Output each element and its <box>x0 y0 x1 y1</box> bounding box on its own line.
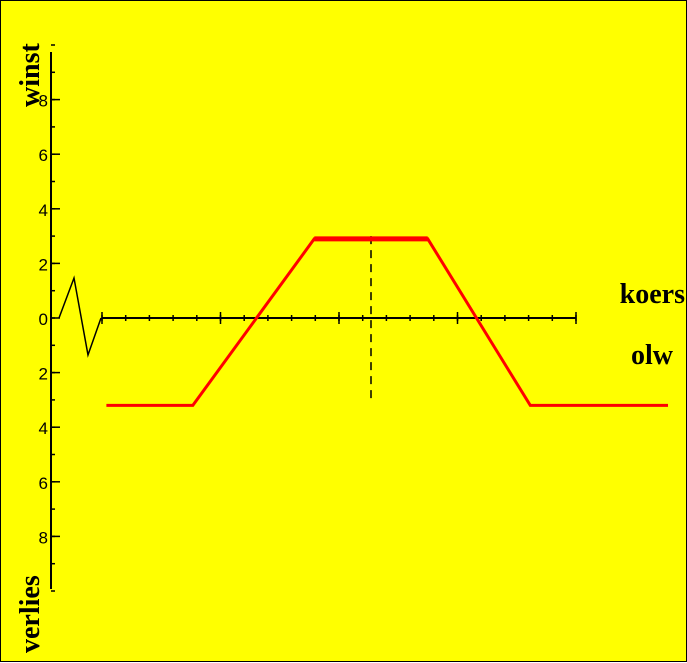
y-tick-label: 4 <box>39 419 48 438</box>
y-tick-label: 2 <box>39 255 48 274</box>
y-axis-label-bottom: verlies <box>15 575 46 653</box>
y-tick-label: 0 <box>39 310 48 329</box>
y-axis-label-top: winst <box>15 43 46 107</box>
y-tick-label: 6 <box>39 146 48 165</box>
y-tick-label: 4 <box>39 201 48 220</box>
x-axis-label-below: olw <box>631 340 674 371</box>
y-tick-label: 8 <box>39 528 48 547</box>
axis-break-symbol <box>58 275 102 358</box>
x-axis <box>101 312 577 324</box>
y-tick-label: 6 <box>39 474 48 493</box>
y-axis: 8 6 4 2 0 2 4 6 8 <box>39 44 60 592</box>
x-axis-label: koers <box>620 279 685 310</box>
series-lines <box>106 236 668 407</box>
axis-break-zigzag <box>58 275 102 358</box>
y-tick-label: 2 <box>39 365 48 384</box>
y-tick-label: 8 <box>39 92 48 111</box>
payoff-line <box>106 237 668 407</box>
